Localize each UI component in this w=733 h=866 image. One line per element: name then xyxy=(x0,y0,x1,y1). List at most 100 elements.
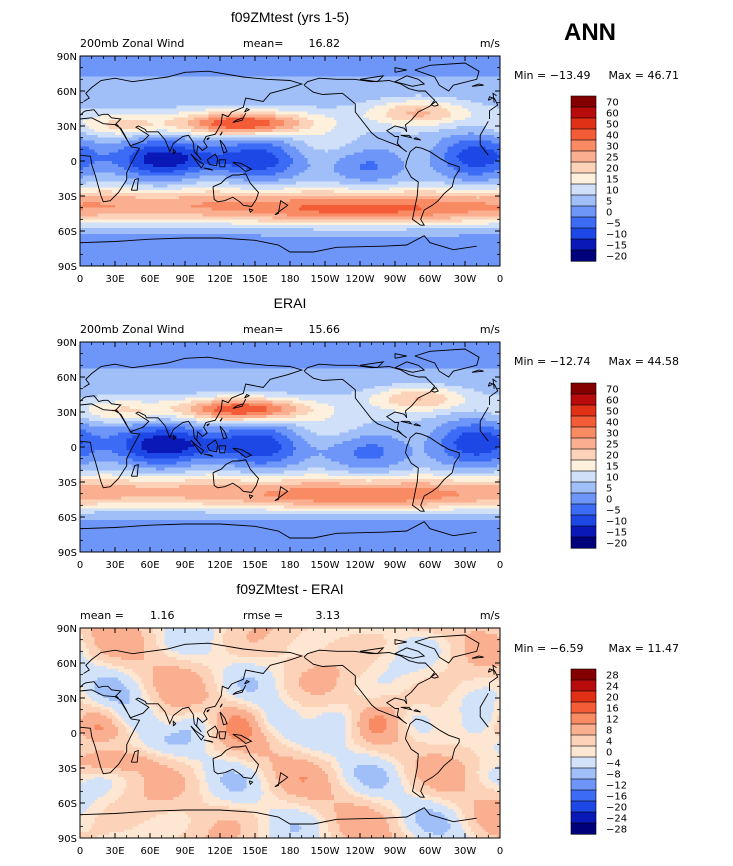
field-cell xyxy=(243,108,247,112)
field-cell xyxy=(257,123,262,127)
field-cell xyxy=(374,128,378,133)
field-cell xyxy=(400,73,405,77)
field-cell xyxy=(470,102,475,106)
field-cell xyxy=(383,88,387,92)
field-cell xyxy=(115,131,119,136)
field-cell xyxy=(115,91,119,95)
field-cell xyxy=(430,140,434,144)
field-cell xyxy=(88,126,93,130)
field-cell xyxy=(106,140,110,144)
field-cell xyxy=(488,79,492,83)
field-cell xyxy=(292,134,297,139)
field-cell xyxy=(406,58,410,63)
field-cell xyxy=(196,82,200,86)
field-cell xyxy=(158,88,163,92)
field-cell xyxy=(109,70,113,74)
field-cell xyxy=(351,105,355,109)
field-cell xyxy=(208,140,212,144)
field-cell xyxy=(491,76,495,80)
field-cell xyxy=(237,149,241,153)
field-cell xyxy=(377,56,381,60)
field-cell xyxy=(459,67,463,71)
field-cell xyxy=(383,149,387,153)
field-cell xyxy=(432,79,437,83)
field-cell xyxy=(397,85,402,89)
field-cell xyxy=(447,111,451,115)
field-cell xyxy=(231,99,235,104)
field-cell xyxy=(418,128,422,133)
field-cell xyxy=(301,114,305,118)
field-cell xyxy=(287,117,291,121)
field-cell xyxy=(287,146,291,150)
field-cell xyxy=(246,67,250,71)
field-cell xyxy=(199,64,203,69)
field-cell xyxy=(228,149,233,153)
field-cell xyxy=(126,105,130,109)
field-cell xyxy=(330,140,335,144)
field-cell xyxy=(330,99,335,104)
field-cell xyxy=(479,128,483,133)
field-cell xyxy=(319,73,323,77)
field-cell xyxy=(389,105,393,109)
field-cell xyxy=(467,146,472,150)
field-cell xyxy=(456,91,460,95)
field-cell xyxy=(123,76,128,80)
field-cell xyxy=(182,146,186,150)
field-cell xyxy=(147,82,151,86)
field-cell xyxy=(290,131,294,136)
field-cell xyxy=(441,88,445,92)
field-cell xyxy=(342,64,346,69)
field-cell xyxy=(97,79,101,83)
field-cell xyxy=(336,140,340,144)
field-cell xyxy=(360,88,364,92)
field-cell xyxy=(298,128,303,133)
field-cell xyxy=(494,91,498,95)
field-cell xyxy=(147,64,151,69)
field-cell xyxy=(310,134,314,139)
field-cell xyxy=(467,117,472,121)
field-cell xyxy=(182,85,186,89)
field-cell xyxy=(374,73,378,77)
field-cell xyxy=(243,82,247,86)
field-cell xyxy=(453,79,457,83)
field-cell xyxy=(269,96,273,101)
field-cell xyxy=(406,137,410,141)
field-cell xyxy=(438,82,443,86)
field-cell xyxy=(237,152,241,156)
field-cell xyxy=(467,108,472,112)
field-cell xyxy=(138,155,142,159)
field-cell xyxy=(170,108,174,112)
field-cell xyxy=(246,82,250,86)
field-cell xyxy=(421,96,425,101)
field-cell xyxy=(482,91,486,95)
field-cell xyxy=(243,143,247,147)
field-cell xyxy=(199,111,203,115)
field-cell xyxy=(208,85,212,89)
field-cell xyxy=(126,117,130,121)
field-cell xyxy=(485,137,489,141)
field-cell xyxy=(444,58,448,63)
field-cell xyxy=(325,79,329,83)
field-cell xyxy=(263,114,268,118)
field-cell xyxy=(327,108,332,112)
field-cell xyxy=(284,108,288,112)
field-cell xyxy=(476,99,480,104)
field-cell xyxy=(365,70,370,74)
field-cell xyxy=(336,114,340,118)
field-cell xyxy=(441,120,445,124)
field-cell xyxy=(467,76,472,80)
field-cell xyxy=(316,96,320,101)
field-cell xyxy=(351,128,355,133)
field-cell xyxy=(231,61,235,66)
field-cell xyxy=(103,96,107,101)
field-cell xyxy=(395,146,399,150)
field-cell xyxy=(246,114,250,118)
field-cell xyxy=(187,120,192,124)
field-cell xyxy=(342,149,346,153)
field-cell xyxy=(325,61,329,66)
field-cell xyxy=(494,61,498,66)
field-cell xyxy=(476,120,480,124)
field-cell xyxy=(281,111,285,115)
field-cell xyxy=(234,58,238,63)
field-cell xyxy=(284,155,288,159)
